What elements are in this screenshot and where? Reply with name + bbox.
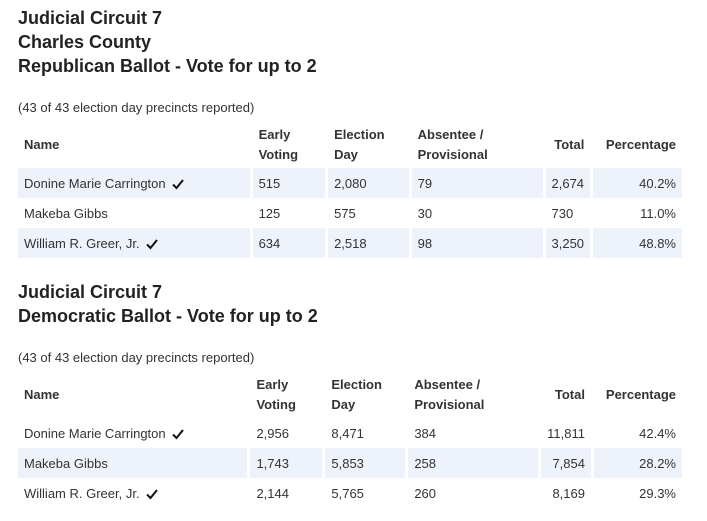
table-row: Donine Marie Carrington 2,956 8,471 384 … xyxy=(18,418,682,448)
precincts-reported: (43 of 43 election day precincts reporte… xyxy=(18,350,255,365)
total: 2,674 xyxy=(545,168,591,198)
table-row: William R. Greer, Jr. 2,144 5,765 260 8,… xyxy=(18,478,682,508)
early-voting: 2,956 xyxy=(256,425,289,441)
election-day: 8,471 xyxy=(331,425,364,441)
checkmark-icon xyxy=(145,489,158,500)
democratic-section: Judicial Circuit 7 Democratic Ballot - V… xyxy=(18,280,688,520)
early-voting: 125 xyxy=(258,205,281,221)
candidate-name: Makeba Gibbs xyxy=(18,448,248,478)
header-absentee: Absentee / Provisional xyxy=(414,377,485,412)
percentage: 42.4% xyxy=(639,425,676,441)
percentage: 11.0% xyxy=(640,205,676,221)
candidate-name: Donine Marie Carrington xyxy=(18,418,247,448)
percentage: 48.8% xyxy=(593,228,682,258)
table-row: William R. Greer, Jr. 634 2,518 98 3,250… xyxy=(18,228,682,258)
table-header-row: Name Early Voting Election Day Absentee / P… xyxy=(18,372,682,418)
header-election-day: Election Day xyxy=(334,127,385,162)
total: 7,854 xyxy=(541,448,591,478)
absentee: 384 xyxy=(414,425,437,441)
header-early-voting: Early Voting xyxy=(258,127,299,162)
absentee: 79 xyxy=(411,168,543,198)
header-percentage: Percentage xyxy=(605,387,676,402)
header-name: Name xyxy=(24,137,60,152)
percentage: 29.3% xyxy=(639,485,676,501)
total: 11,811 xyxy=(547,425,585,441)
total: 8,169 xyxy=(552,485,585,501)
precincts-reported: (43 of 43 election day precincts reporte… xyxy=(18,100,255,115)
header-percentage: Percentage xyxy=(605,137,676,152)
header-total: Total xyxy=(554,137,585,152)
election-day: 5,765 xyxy=(331,485,364,501)
section-title: Judicial Circuit 7 Charles County Republ… xyxy=(18,8,317,76)
early-voting: 634 xyxy=(252,228,326,258)
percentage: 40.2% xyxy=(593,168,682,198)
election-day: 5,853 xyxy=(325,448,406,478)
candidate-name: Makeba Gibbs xyxy=(24,205,108,221)
total: 730 xyxy=(551,205,574,221)
absentee: 260 xyxy=(414,485,437,501)
table-row: Makeba Gibbs 1,743 5,853 258 7,854 28.2% xyxy=(18,448,682,478)
total: 3,250 xyxy=(545,228,591,258)
table-row: Makeba Gibbs 125 575 30 730 11.0% xyxy=(18,198,682,228)
header-name: Name xyxy=(24,387,60,402)
section-title: Judicial Circuit 7 Democratic Ballot - V… xyxy=(18,282,318,326)
republican-section: Judicial Circuit 7 Charles County Republ… xyxy=(18,6,688,266)
candidate-name: William R. Greer, Jr. xyxy=(18,228,250,258)
header-election-day: Election Day xyxy=(331,377,382,412)
checkmark-icon xyxy=(171,429,184,440)
absentee: 258 xyxy=(408,448,539,478)
election-day: 2,080 xyxy=(328,168,409,198)
checkmark-icon xyxy=(171,179,184,190)
absentee: 30 xyxy=(417,205,433,221)
table-row: Donine Marie Carrington 515 2,080 79 2,6… xyxy=(18,168,682,198)
header-early-voting: Early Voting xyxy=(256,377,296,412)
early-voting: 2,144 xyxy=(256,485,289,501)
candidate-name: Donine Marie Carrington xyxy=(18,168,250,198)
absentee: 98 xyxy=(411,228,543,258)
candidate-name: William R. Greer, Jr. xyxy=(18,478,247,508)
checkmark-icon xyxy=(145,239,158,250)
election-day: 575 xyxy=(334,205,356,221)
results-table: Name Early Voting Election Day Absentee / P… xyxy=(15,122,685,258)
election-day: 2,518 xyxy=(328,228,409,258)
percentage: 28.2% xyxy=(593,448,682,478)
early-voting: 1,743 xyxy=(250,448,323,478)
header-total: Total xyxy=(554,387,585,402)
table-header-row: Name Early Voting Election Day Absentee / P… xyxy=(18,122,682,168)
results-table: Name Early Voting Election Day Absentee / P… xyxy=(15,372,685,508)
header-absentee: Absentee / Provisional xyxy=(417,127,488,162)
early-voting: 515 xyxy=(252,168,326,198)
